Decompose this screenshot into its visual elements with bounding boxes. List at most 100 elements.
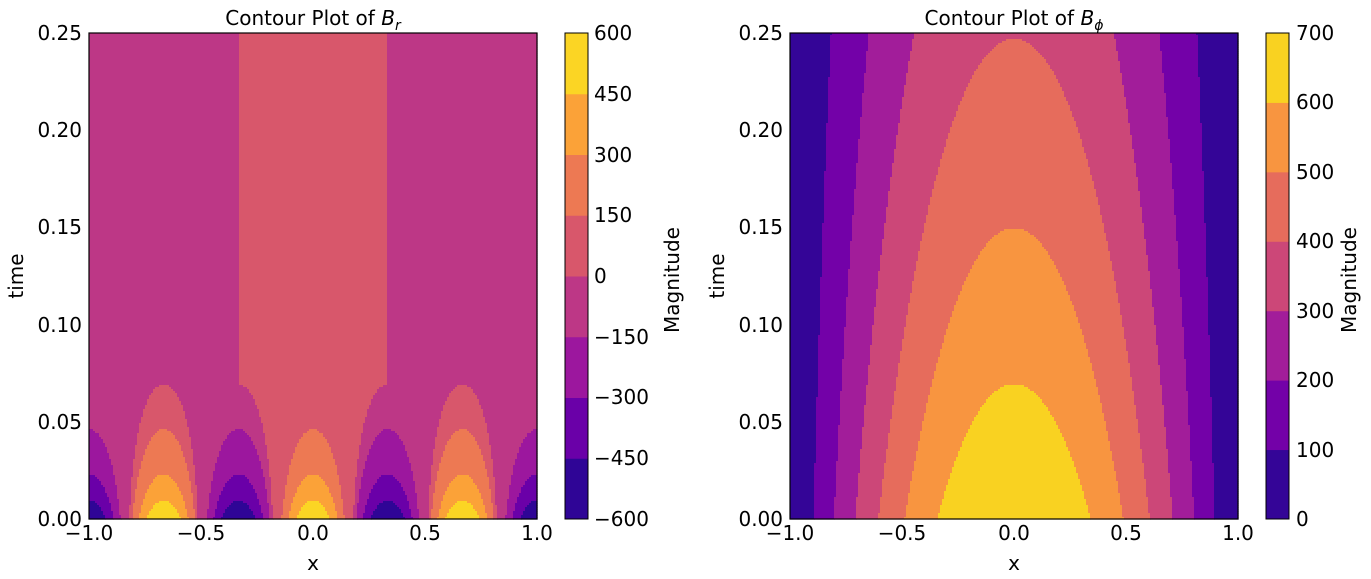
bphi-contour-band-segment (896, 381, 933, 384)
br-contour-band-segment (183, 409, 260, 412)
bphi-contour-band-segment (790, 193, 825, 196)
bphi-contour-band-segment (1120, 69, 1163, 72)
bphi-contour-band-segment (862, 431, 891, 434)
bphi-contour-band-segment (1090, 513, 1123, 516)
bphi-contour-band-segment (1072, 115, 1129, 118)
br-contour-band-segment (239, 93, 388, 96)
bphi-contour-band-segment (828, 89, 865, 92)
bphi-contour-band-segment (790, 173, 825, 176)
bphi-contour-band-segment (820, 307, 847, 310)
bphi-cbar-tick-label: 200 (1296, 368, 1334, 392)
br-contour-band-segment (213, 477, 232, 480)
br-contour-band-segment (135, 449, 146, 452)
br-contour-band-segment (435, 483, 450, 486)
bphi-contour-band-segment (1204, 175, 1239, 178)
br-contour-band-segment (197, 499, 210, 502)
br-contour-band-segment (491, 497, 496, 500)
br-contour-band-segment (89, 191, 240, 194)
bphi-contour-band-segment (1066, 445, 1111, 448)
br-contour-band-segment (333, 453, 360, 456)
bphi-contour-band-segment (896, 135, 949, 138)
bphi-contour-band-segment (1212, 409, 1239, 412)
bphi-contour-band-segment (886, 449, 919, 452)
bphi-contour-band-segment (856, 179, 891, 182)
bphi-contour-band-segment (948, 327, 1081, 330)
br-contour-band-segment (387, 227, 538, 230)
br-contour-band-segment (89, 499, 110, 502)
br-contour-band-segment (415, 481, 432, 484)
br-contour-band-segment (529, 503, 538, 506)
bphi-contour-band-segment (1204, 191, 1239, 194)
br-contour-band-segment (443, 497, 482, 500)
br-contour-band-segment (353, 515, 358, 518)
bphi-contour-band-segment (846, 297, 877, 300)
br-contour-band-segment (409, 507, 418, 510)
bphi-contour-band-segment (1202, 169, 1239, 172)
bphi-contour-band-segment (820, 323, 847, 326)
br-contour-band-segment (387, 253, 538, 256)
br-contour-band-segment (89, 481, 102, 484)
bphi-contour-band-segment (942, 345, 1087, 348)
br-contour-band-segment (283, 505, 292, 508)
bphi-contour-band-segment (1030, 233, 1107, 236)
bphi-contour-band-segment (918, 449, 961, 452)
bphi-contour-band-segment (1156, 339, 1185, 342)
br-contour-band-segment (89, 207, 240, 210)
bphi-contour-band-segment (1198, 69, 1239, 72)
bphi-contour-band-segment (1208, 287, 1239, 290)
br-contour-band-segment (239, 119, 388, 122)
bphi-contour-band-segment (940, 161, 1089, 164)
bphi-contour-band-segment (814, 479, 837, 482)
bphi-contour-band-segment (790, 405, 817, 408)
br-contour-band-segment (287, 483, 302, 486)
br-contour-band-segment (211, 485, 226, 488)
bphi-contour-band-segment (1120, 61, 1163, 64)
bphi-contour-band-segment (944, 495, 1085, 498)
br-title: Contour Plot of Br (225, 6, 402, 34)
br-contour-band-segment (387, 127, 538, 130)
br-contour-band-segment (89, 171, 240, 174)
br-contour-band-segment (113, 513, 120, 516)
br-contour-band-segment (387, 131, 538, 134)
br-contour-band-segment (193, 463, 216, 466)
bphi-contour-band-segment (892, 175, 937, 178)
bphi-contour-band-segment (868, 45, 913, 48)
bphi-contour-band-segment (888, 197, 931, 200)
br-contour-band-segment (371, 515, 404, 518)
bphi-contour-band-segment (1088, 511, 1123, 514)
bphi-contour-band-segment (1202, 141, 1239, 144)
bphi-contour-band-segment (1210, 375, 1239, 378)
bphi-contour-band-segment (936, 175, 1093, 178)
bphi-contour-band-segment (820, 277, 849, 280)
bphi-contour-band-segment (1178, 241, 1207, 244)
bphi-contour-band-segment (790, 101, 829, 104)
bphi-contour-band-segment (882, 489, 911, 492)
br-contour-band-segment (327, 485, 342, 488)
bphi-contour-band-segment (1098, 203, 1141, 206)
br-contour-band-segment (491, 499, 496, 502)
bphi-contour-band-segment (1180, 271, 1207, 274)
bphi-contour-band-segment (856, 503, 881, 506)
br-contour-band-segment (89, 493, 108, 496)
bphi-contour-band-segment (870, 353, 901, 356)
br-contour-band-segment (387, 117, 538, 120)
bphi-contour-band-segment (862, 427, 891, 430)
br-contour-band-segment (287, 479, 304, 482)
bphi-contour-band-segment (1186, 379, 1211, 382)
br-contour-band-segment (435, 439, 450, 442)
bphi-contour-band-segment (1106, 237, 1145, 240)
bphi-contour-band-segment (838, 429, 863, 432)
bphi-contour-band-segment (1062, 87, 1125, 90)
bphi-contour-band-segment (1208, 291, 1239, 294)
br-contour-band-segment (97, 503, 112, 506)
br-contour-band-segment (485, 421, 538, 424)
br-contour-band-segment (239, 177, 388, 180)
bphi-contour-band-segment (1080, 479, 1117, 482)
bphi-contour-band-segment (916, 269, 971, 272)
bphi-contour-band-segment (790, 461, 817, 464)
br-contour-band-segment (259, 411, 368, 414)
bphi-contour-band-segment (860, 117, 901, 120)
br-contour-band-segment (239, 195, 388, 198)
bphi-contour-band-segment (1116, 41, 1161, 44)
bphi-contour-band-segment (866, 53, 911, 56)
